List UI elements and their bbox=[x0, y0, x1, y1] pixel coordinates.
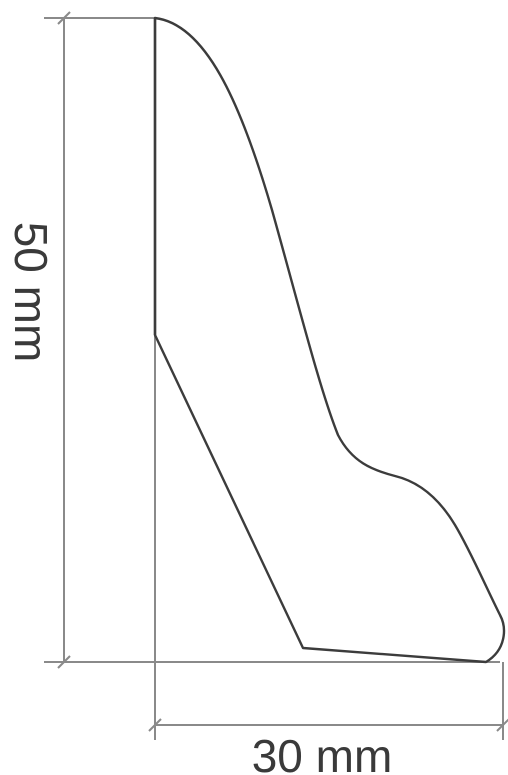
width-label: 30 mm bbox=[252, 730, 393, 775]
width-tick-right bbox=[496, 718, 508, 732]
height-tick-bottom bbox=[57, 655, 71, 669]
width-tick-left bbox=[148, 718, 162, 732]
height-label: 50 mm bbox=[5, 222, 57, 363]
height-tick-top bbox=[57, 11, 71, 25]
profile-outline bbox=[153, 16, 506, 664]
